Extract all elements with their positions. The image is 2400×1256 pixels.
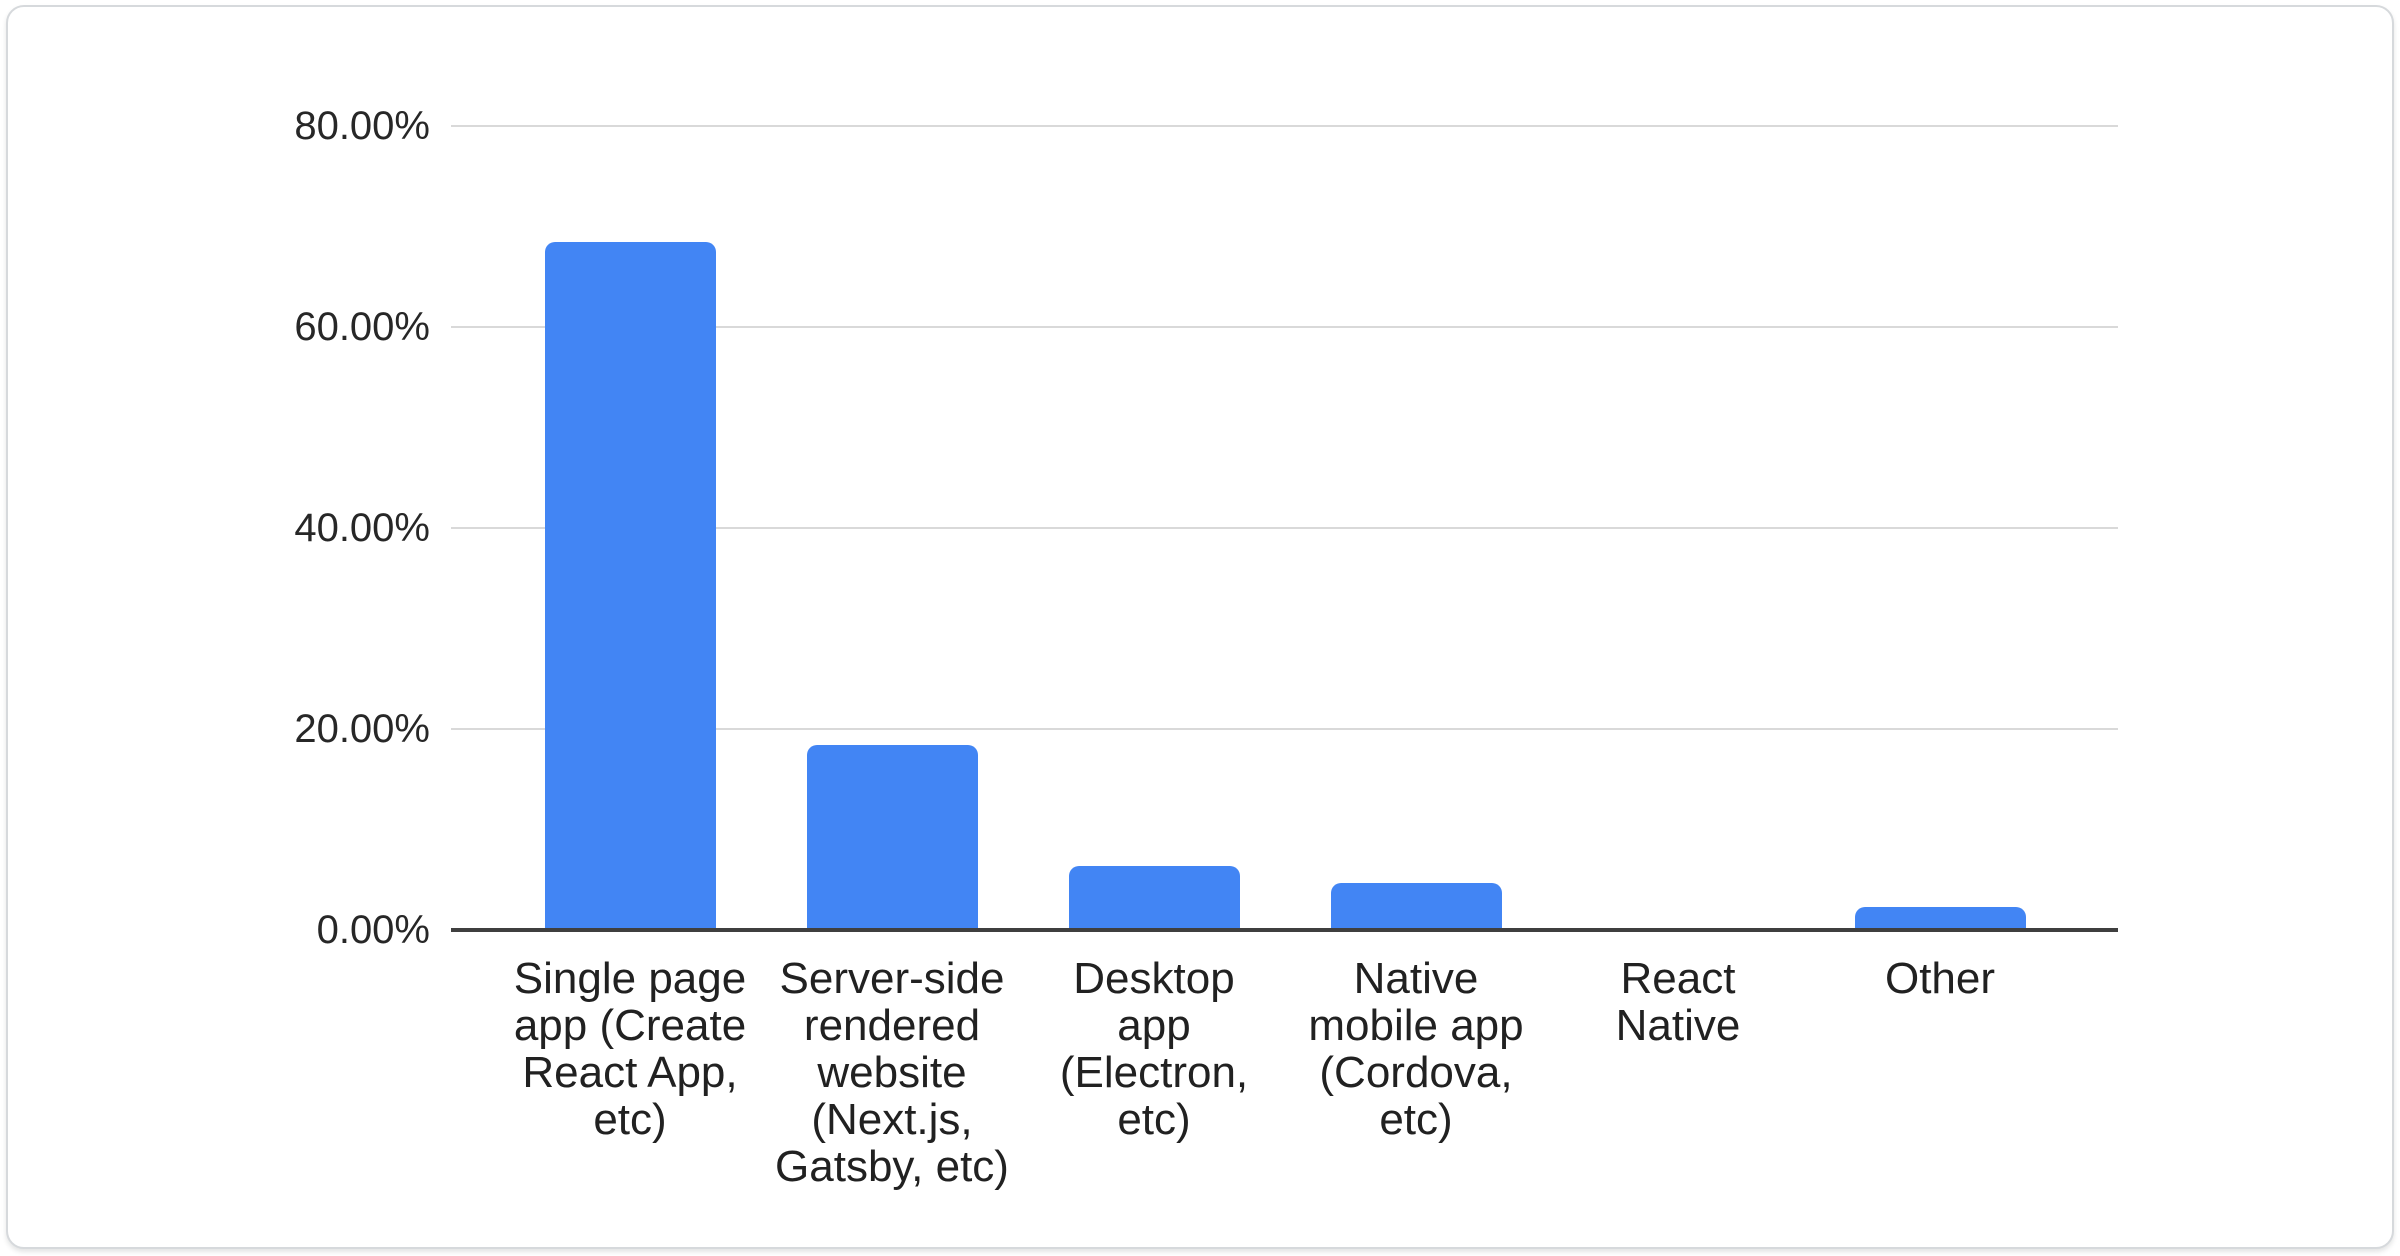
y-tick-label: 0.00% <box>316 908 430 952</box>
gridline <box>451 527 2118 529</box>
y-tick-label: 40.00% <box>294 506 430 550</box>
category-label: Server-side rendered website (Next.js, G… <box>775 954 1009 1191</box>
category-label: Native mobile app (Cordova, etc) <box>1308 954 1524 1144</box>
gridline <box>451 125 2118 127</box>
plot-area: 80.00% 60.00% 40.00% 20.00% 0.00% Single page… <box>8 7 2400 1256</box>
category-label: React Native <box>1615 954 1741 1050</box>
bar <box>806 745 978 930</box>
category-label: Desktop app (Electron, etc) <box>1059 954 1249 1144</box>
chart-card: 80.00% 60.00% 40.00% 20.00% 0.00% Single page… <box>6 5 2394 1249</box>
gridline <box>451 326 2118 328</box>
category-label: Other <box>1884 954 1996 1003</box>
bar <box>544 242 716 930</box>
y-tick-label: 80.00% <box>294 104 430 148</box>
bar <box>1068 866 1240 930</box>
y-tick-label: 20.00% <box>294 707 430 751</box>
gridline <box>451 728 2118 730</box>
x-axis-line <box>451 928 2118 932</box>
category-label: Single page app (Create React App, etc) <box>513 954 747 1144</box>
bar <box>1854 907 2026 930</box>
y-tick-label: 60.00% <box>294 305 430 349</box>
bar <box>1330 883 1502 930</box>
